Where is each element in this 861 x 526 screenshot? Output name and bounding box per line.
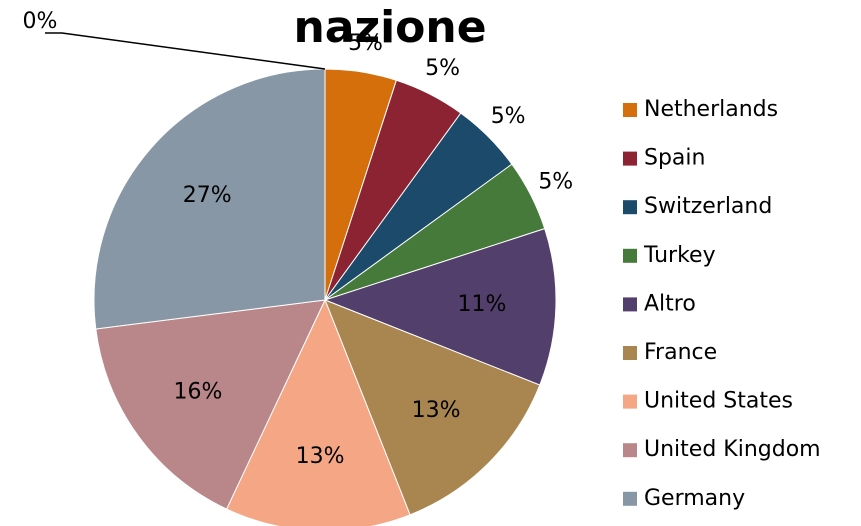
pie-slice [324,299,541,516]
legend-label: United States [644,389,793,414]
data-label: 5% [538,169,573,194]
pie-slice [225,298,411,526]
legend-swatch [623,200,637,215]
legend-label: United Kingdom [644,437,821,462]
data-label: 5% [348,31,383,56]
legend-label: Germany [644,486,745,511]
legend-label: Spain [644,146,705,171]
data-label: 13% [296,444,345,469]
data-label: 11% [458,292,507,317]
legend-label: Switzerland [644,194,772,219]
data-label: 27% [183,183,232,208]
legend-swatch [623,394,637,409]
legend-swatch [623,248,637,263]
data-label: 5% [425,56,460,81]
legend-label: Turkey [643,243,716,268]
data-label: 16% [173,379,222,404]
pie-slice [323,227,557,386]
chart-title: nazione [293,2,486,53]
data-label: 0% [23,9,58,34]
pie-slice [95,299,326,510]
legend-swatch [623,103,637,117]
legend-swatch [623,297,637,312]
data-label: 13% [412,398,461,423]
legend-swatch [623,491,637,506]
legend-label: Altro [644,291,696,316]
legend-swatch [623,443,637,458]
legend-label: France [644,340,717,365]
legend-swatch [623,346,637,360]
pie-slice [93,68,326,330]
data-label: 5% [491,104,526,129]
legend-label: Netherlands [644,97,778,122]
leader-line [45,32,326,70]
legend-swatch [623,151,637,166]
